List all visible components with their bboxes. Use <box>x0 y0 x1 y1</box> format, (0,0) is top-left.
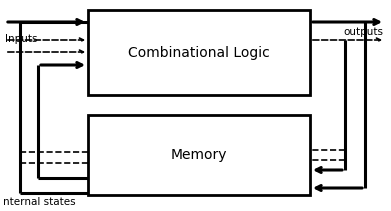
Bar <box>88 10 310 95</box>
Text: Memory: Memory <box>171 148 227 162</box>
Text: outputs: outputs <box>343 27 383 37</box>
Text: nternal states: nternal states <box>3 197 75 207</box>
Text: Combinational Logic: Combinational Logic <box>128 46 270 60</box>
Text: Inputs: Inputs <box>5 34 38 44</box>
Bar <box>88 115 310 195</box>
